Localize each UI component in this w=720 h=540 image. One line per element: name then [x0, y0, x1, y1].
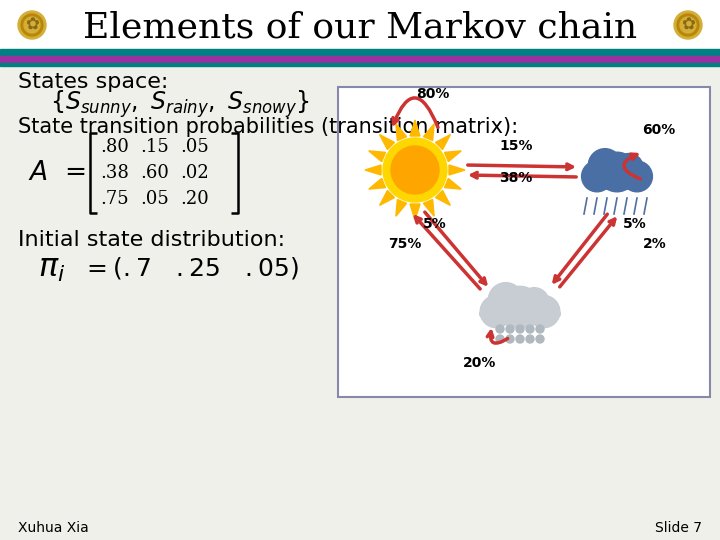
Polygon shape: [436, 134, 450, 150]
Circle shape: [18, 11, 46, 39]
Polygon shape: [410, 120, 420, 136]
Ellipse shape: [583, 167, 651, 190]
Text: .20: .20: [181, 190, 210, 208]
Text: 60%: 60%: [642, 123, 675, 137]
Text: Xuhua Xia: Xuhua Xia: [18, 521, 89, 535]
Circle shape: [588, 148, 622, 182]
Text: .60: .60: [140, 164, 169, 182]
Circle shape: [520, 288, 549, 317]
Text: 5%: 5%: [423, 218, 447, 232]
Polygon shape: [423, 199, 434, 216]
Polygon shape: [379, 191, 395, 205]
Circle shape: [526, 335, 534, 343]
Text: $\{S_{sunny},\ S_{rainy},\ S_{snowy}\}$: $\{S_{sunny},\ S_{rainy},\ S_{snowy}\}$: [50, 88, 310, 120]
Circle shape: [506, 335, 514, 343]
Text: $= (.7\quad .25\quad .05)$: $= (.7\quad .25\quad .05)$: [82, 255, 299, 281]
Circle shape: [526, 325, 534, 333]
Text: Elements of our Markov chain: Elements of our Markov chain: [83, 10, 637, 44]
Text: Slide 7: Slide 7: [655, 521, 702, 535]
Text: 38%: 38%: [499, 171, 533, 185]
Text: 20%: 20%: [463, 356, 497, 370]
Text: 5%: 5%: [623, 217, 647, 231]
Circle shape: [621, 161, 652, 192]
Circle shape: [528, 295, 560, 328]
Polygon shape: [410, 204, 420, 220]
Bar: [0, 49, 720, 56]
Text: 80%: 80%: [416, 87, 450, 101]
Text: .75: .75: [101, 190, 130, 208]
Polygon shape: [396, 124, 407, 140]
Polygon shape: [396, 199, 407, 216]
Text: 75%: 75%: [388, 238, 422, 252]
Text: .38: .38: [101, 164, 130, 182]
Circle shape: [597, 152, 636, 192]
Circle shape: [24, 17, 40, 33]
Text: $A$  =: $A$ =: [28, 160, 86, 186]
Circle shape: [383, 138, 447, 202]
Text: Initial state distribution:: Initial state distribution:: [18, 230, 285, 250]
Circle shape: [516, 335, 524, 343]
Polygon shape: [423, 124, 434, 140]
Circle shape: [488, 282, 523, 318]
Circle shape: [499, 286, 541, 328]
Text: .15: .15: [140, 138, 169, 156]
Polygon shape: [369, 178, 385, 189]
Text: .02: .02: [181, 164, 210, 182]
Bar: [0, 63, 720, 66]
Ellipse shape: [480, 302, 560, 326]
Circle shape: [496, 335, 504, 343]
Circle shape: [582, 161, 613, 192]
Circle shape: [615, 153, 643, 181]
Text: .05: .05: [140, 190, 169, 208]
Circle shape: [506, 325, 514, 333]
Circle shape: [536, 325, 544, 333]
Circle shape: [21, 14, 43, 36]
Circle shape: [496, 325, 504, 333]
Polygon shape: [444, 178, 462, 189]
Polygon shape: [379, 134, 395, 150]
Text: 2%: 2%: [643, 237, 667, 251]
Text: .05: .05: [181, 138, 210, 156]
Polygon shape: [444, 151, 462, 161]
Text: States space:: States space:: [18, 72, 168, 92]
Polygon shape: [369, 151, 385, 161]
Text: State transition probabilities (transition matrix):: State transition probabilities (transiti…: [18, 117, 518, 137]
Text: 15%: 15%: [499, 139, 533, 153]
Bar: [338, 87, 710, 397]
Text: $\pi_i$: $\pi_i$: [38, 253, 66, 284]
Circle shape: [677, 14, 699, 36]
Text: ✿: ✿: [25, 16, 39, 34]
Text: ✿: ✿: [681, 16, 695, 34]
Bar: [0, 66, 720, 540]
Circle shape: [680, 17, 696, 33]
Polygon shape: [436, 191, 450, 205]
Bar: [0, 56, 720, 63]
Circle shape: [391, 146, 439, 194]
Polygon shape: [365, 165, 381, 175]
Circle shape: [536, 335, 544, 343]
Circle shape: [516, 325, 524, 333]
Circle shape: [674, 11, 702, 39]
Text: .80: .80: [101, 138, 130, 156]
Bar: [0, 0, 720, 50]
Circle shape: [480, 295, 513, 328]
Polygon shape: [449, 165, 465, 175]
